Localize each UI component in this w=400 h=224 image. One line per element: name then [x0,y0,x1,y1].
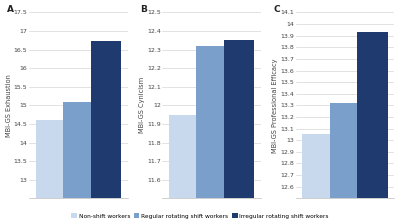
Y-axis label: MBI-GS Exhaustion: MBI-GS Exhaustion [6,74,12,137]
Text: B: B [140,5,147,14]
Text: A: A [7,5,14,14]
Bar [63,102,93,224]
Text: C: C [274,5,280,14]
Bar [302,134,333,224]
Bar [169,115,199,224]
Bar [224,40,254,224]
Bar [91,41,121,224]
Bar [196,46,227,224]
Bar [36,120,66,224]
Bar [357,32,388,224]
Legend: Non-shift workers, Regular rotating shift workers, Irregular rotating shift work: Non-shift workers, Regular rotating shif… [69,211,331,221]
Y-axis label: MBI-GS Cynicism: MBI-GS Cynicism [139,77,145,134]
Bar [330,103,360,224]
Y-axis label: MBI-GS Professional Efficacy: MBI-GS Professional Efficacy [272,58,278,153]
